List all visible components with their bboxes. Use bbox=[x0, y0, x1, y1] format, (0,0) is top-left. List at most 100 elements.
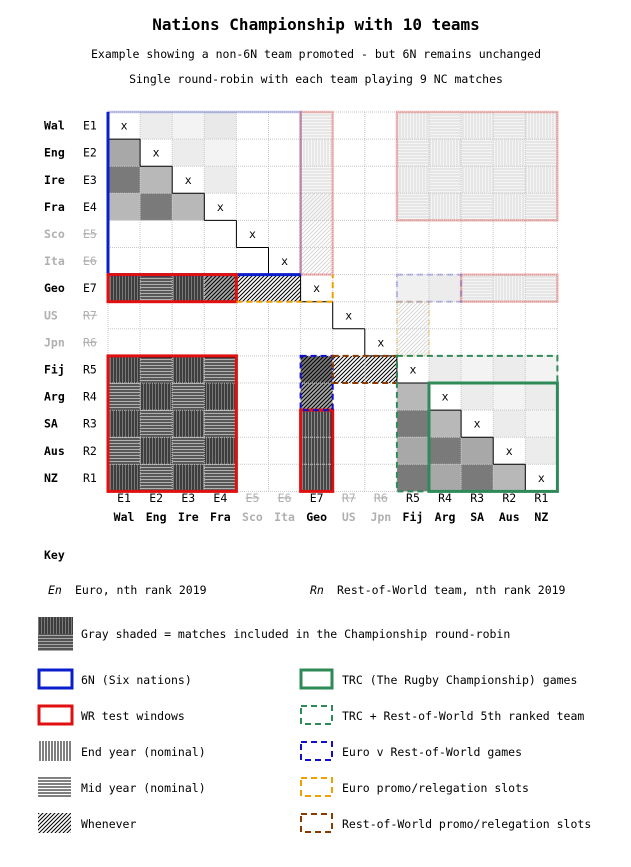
key-mid-year-swatch bbox=[38, 777, 71, 797]
matrix-cell-faint bbox=[493, 274, 526, 302]
matrix-cell-trc-upper bbox=[525, 355, 558, 383]
column-team-code: R5 bbox=[406, 491, 420, 505]
matrix-cell-faint bbox=[300, 247, 333, 275]
matrix-cell-faint bbox=[396, 193, 429, 221]
matrix-cell-trc-upper bbox=[461, 383, 494, 411]
matrix-cell-faint bbox=[461, 166, 494, 194]
matrix-cell-wr-window bbox=[172, 383, 205, 411]
key-euro-promo-swatch bbox=[300, 777, 333, 797]
matrix-cell-6n-upper bbox=[204, 139, 237, 167]
diagonal-x-mark: x bbox=[313, 281, 320, 295]
diagonal-x-mark: x bbox=[345, 308, 352, 322]
matrix-cell-wr-window bbox=[140, 464, 173, 492]
row-team-code: E3 bbox=[83, 173, 97, 187]
matrix-cell-geo-6n bbox=[172, 274, 205, 302]
row-team-code: R4 bbox=[83, 390, 97, 404]
key-trc5-text: TRC + Rest-of-World 5th ranked team bbox=[342, 709, 584, 723]
matrix-cell-trc-lower bbox=[396, 410, 429, 438]
column-team-label: Ire bbox=[178, 510, 199, 524]
frame-faint-promo bbox=[395, 300, 430, 357]
column-team-code: E7 bbox=[310, 491, 324, 505]
matrix-cell-promo bbox=[332, 355, 365, 383]
matrix-cell-faint bbox=[525, 166, 558, 194]
column-team-label: Ita bbox=[274, 510, 295, 524]
matrix-cell-wr-window bbox=[140, 383, 173, 411]
column-team-label: Geo bbox=[306, 510, 327, 524]
matrix-cell-faint bbox=[525, 112, 558, 140]
frame-row-promo bbox=[331, 354, 398, 384]
matrix-cell-wr-window bbox=[108, 437, 141, 465]
row-team-code: R2 bbox=[83, 444, 97, 458]
matrix-cell-geo-whenever bbox=[268, 274, 301, 302]
row-team-label: Ita bbox=[44, 254, 65, 268]
matrix-cell-faint bbox=[493, 166, 526, 194]
diagonal-x-mark: x bbox=[409, 362, 416, 376]
matrix-cell-trc-lower bbox=[396, 464, 429, 492]
row-team-label: Sco bbox=[44, 227, 65, 241]
matrix-cell-faint bbox=[493, 193, 526, 221]
column-team-label: Eng bbox=[146, 510, 167, 524]
matrix-cell-trc-lower bbox=[493, 464, 526, 492]
matrix-cell-geo-6n bbox=[140, 274, 173, 302]
column-team-code: R3 bbox=[470, 491, 484, 505]
key-euro-code: En bbox=[48, 583, 62, 597]
column-team-code: E1 bbox=[117, 491, 131, 505]
matrix-cell-geo-6n bbox=[108, 274, 141, 302]
diagram-subtitle-2: Single round-robin with each team playin… bbox=[129, 72, 503, 86]
key-euro-row-text: Euro v Rest-of-World games bbox=[342, 745, 522, 759]
key-euro-text: Euro, nth rank 2019 bbox=[75, 583, 207, 597]
matrix-cell-trc-lower bbox=[396, 437, 429, 465]
diagonal-x-mark: x bbox=[217, 200, 224, 214]
row-team-label: US bbox=[44, 308, 58, 322]
matrix-cell-faint bbox=[461, 193, 494, 221]
diagonal-x-mark: x bbox=[185, 173, 192, 187]
row-team-code: R1 bbox=[83, 471, 97, 485]
matrix-cell-wr-window bbox=[108, 383, 141, 411]
row-team-label: Eng bbox=[44, 146, 65, 160]
matrix-cell-faint bbox=[429, 139, 462, 167]
row-team-label: Arg bbox=[44, 390, 65, 404]
matrix-cell-6n-lower bbox=[172, 193, 205, 221]
matrix-cell-trc-upper bbox=[525, 410, 558, 438]
matrix-cell-faint bbox=[300, 112, 333, 140]
matrix-cell-faint bbox=[493, 139, 526, 167]
matrix-cell-wr-window bbox=[204, 464, 237, 492]
key-6n-swatch bbox=[37, 668, 74, 690]
key-wr-swatch bbox=[37, 704, 74, 726]
matrix-cell-geo-row bbox=[300, 383, 333, 411]
matrix-cell-6n-lower bbox=[140, 166, 173, 194]
matrix-cell-faint bbox=[396, 301, 429, 329]
row-team-label: Wal bbox=[44, 119, 65, 133]
matrix-cell-faint bbox=[300, 220, 333, 248]
matrix-cell-faint bbox=[525, 139, 558, 167]
frame-faint-euro-row bbox=[395, 273, 463, 303]
key-whenever-text: Whenever bbox=[81, 817, 136, 831]
diagonal-x-mark: x bbox=[121, 119, 128, 133]
matrix-cell-6n-upper bbox=[140, 112, 173, 140]
key-6n-text: 6N (Six nations) bbox=[81, 673, 192, 687]
matrix-cell-wr-window bbox=[140, 437, 173, 465]
row-team-label: Fij bbox=[44, 362, 65, 376]
column-team-code: E4 bbox=[213, 491, 227, 505]
column-team-label: Aus bbox=[499, 510, 520, 524]
matrix-cells bbox=[108, 112, 558, 492]
matrix-cell-wr-window bbox=[108, 464, 141, 492]
column-team-label: NZ bbox=[534, 510, 548, 524]
matrix-cell-6n-upper bbox=[204, 112, 237, 140]
matrix-cell-faint bbox=[461, 112, 494, 140]
matrix-cell-6n-upper bbox=[172, 112, 205, 140]
row-team-code: R5 bbox=[83, 362, 97, 376]
key-whenever-swatch bbox=[38, 813, 71, 833]
matrix-cell-wr-window bbox=[172, 464, 205, 492]
matrix-cell-trc-upper bbox=[525, 383, 558, 411]
key-gray-text: Gray shaded = matches included in the Ch… bbox=[81, 627, 510, 641]
column-team-label: US bbox=[342, 510, 356, 524]
matrix-cell-6n-upper bbox=[204, 166, 237, 194]
matrix-cell-wr-window bbox=[204, 410, 237, 438]
key-end-year-swatch bbox=[38, 741, 71, 761]
matrix-cell-6n-upper bbox=[172, 139, 205, 167]
key-row-code: Rn bbox=[310, 583, 324, 597]
matrix-cell-faint bbox=[429, 274, 462, 302]
